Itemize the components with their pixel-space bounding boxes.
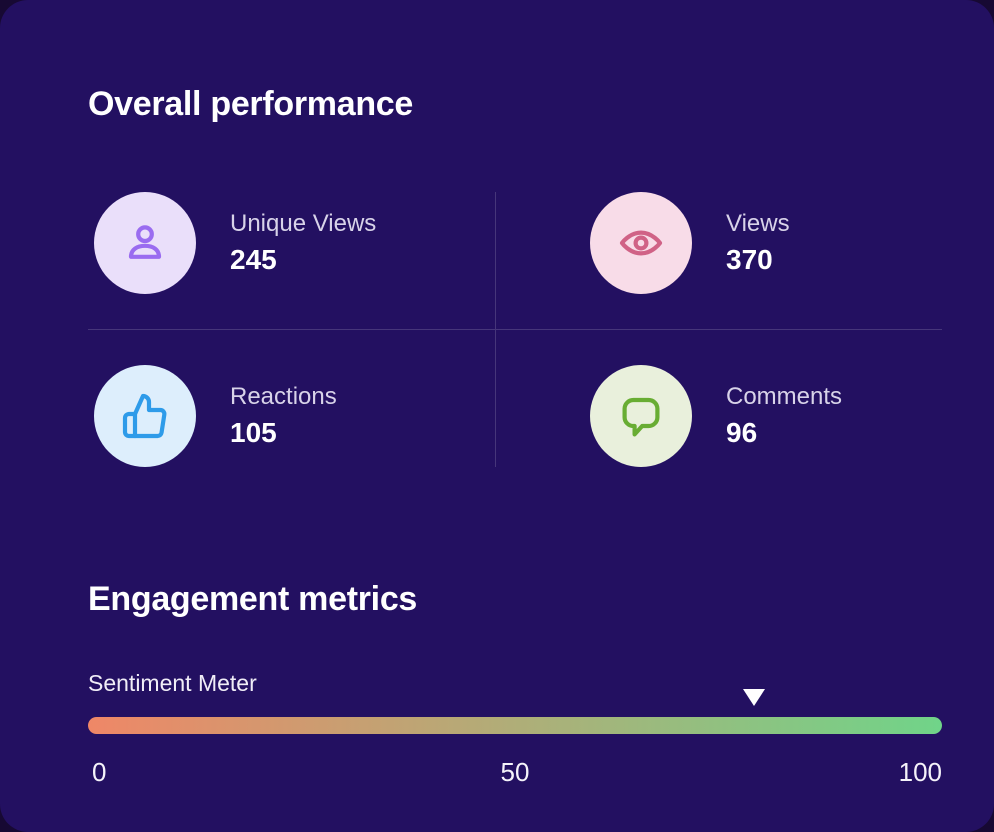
metric-icon-bubble: [94, 192, 196, 294]
metric-text: Unique Views 245: [230, 209, 376, 277]
metric-icon-bubble: [94, 365, 196, 467]
sentiment-meter: [88, 689, 942, 734]
metric-value: 105: [230, 417, 277, 448]
metric-label: Views: [726, 210, 790, 237]
metrics-grid: Unique Views 245 Views 370: [88, 192, 942, 467]
metric-icon-bubble: [590, 192, 692, 294]
person-icon: [128, 225, 162, 259]
comment-icon: [622, 397, 660, 437]
sentiment-marker-icon: [743, 689, 766, 706]
sentiment-scale: 0 50 100: [88, 756, 942, 788]
metric-label: Reactions: [230, 383, 337, 410]
eye-icon: [619, 230, 663, 256]
metric-value: 96: [726, 417, 758, 448]
sentiment-gradient-track: [88, 717, 942, 734]
metric-text: Views 370: [726, 209, 790, 277]
metric-value: 245: [230, 244, 277, 275]
metric-label: Comments: [726, 383, 843, 410]
engagement-metrics-title: Engagement metrics: [88, 580, 418, 618]
metric-text: Comments 96: [726, 382, 842, 450]
scale-mid-label: 50: [500, 757, 530, 787]
scale-max-label: 100: [898, 757, 942, 787]
thumbs-up-icon: [122, 393, 167, 439]
metric-reactions: Reactions 105: [88, 330, 496, 467]
metric-text: Reactions 105: [230, 382, 337, 450]
metric-value: 370: [726, 244, 773, 275]
metric-icon-bubble: [590, 365, 692, 467]
scale-min-label: 0: [92, 757, 107, 787]
metric-unique-views: Unique Views 245: [88, 192, 496, 330]
sentiment-meter-label: Sentiment Meter: [88, 670, 257, 696]
overall-performance-title: Overall performance: [88, 85, 414, 123]
metric-views: Views 370: [496, 192, 942, 330]
metric-comments: Comments 96: [496, 330, 942, 467]
metric-label: Unique Views: [230, 210, 377, 237]
